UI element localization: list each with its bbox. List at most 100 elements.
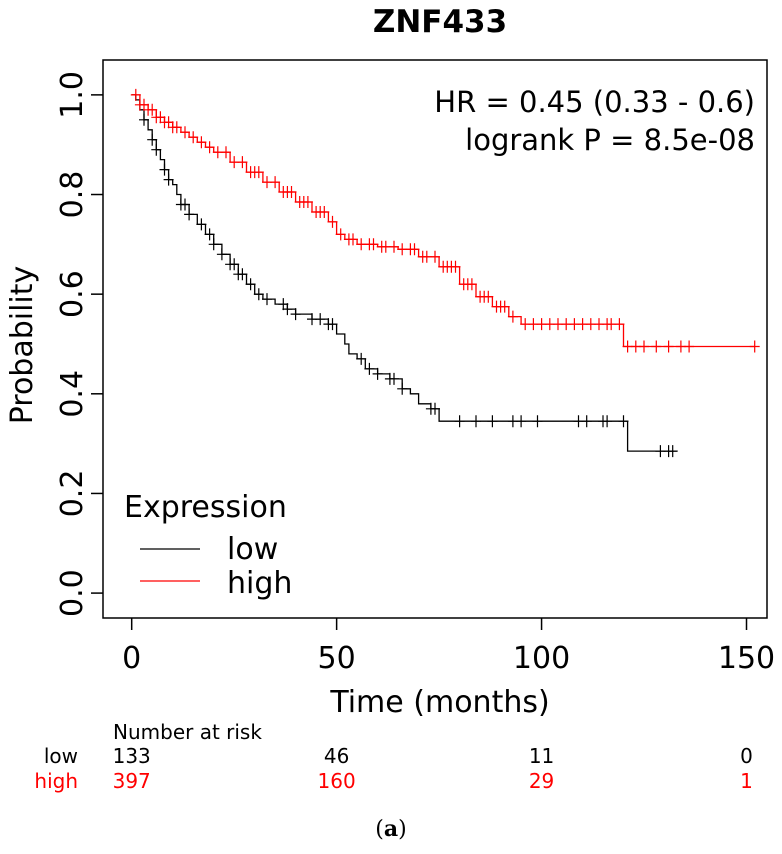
caption-letter: a (384, 816, 398, 842)
y-axis: 0.0 0.2 0.4 0.6 0.8 1.0 (55, 71, 103, 617)
figure-caption: (a) (375, 816, 406, 842)
censor-mark-low (372, 367, 383, 380)
censor-mark-low (184, 208, 195, 221)
censor-mark-low (389, 372, 399, 385)
risk-value-low: 133 (113, 744, 151, 768)
censor-mark-high (684, 340, 695, 353)
legend-entry-high: high (227, 566, 292, 601)
censor-mark-low (397, 382, 408, 395)
censor-mark-high (651, 340, 662, 353)
censor-mark-low (204, 228, 215, 241)
censor-mark-low (229, 258, 240, 271)
censor-mark-high (204, 141, 215, 154)
censor-mark-high (155, 111, 166, 124)
censor-mark-low (618, 415, 629, 428)
censor-mark-low (253, 288, 264, 301)
x-tick-label: 150 (718, 641, 775, 676)
censor-mark-high (147, 103, 158, 116)
risk-row-label-low: low (44, 744, 78, 768)
censor-mark-high (639, 340, 649, 353)
censor-mark-low (216, 248, 227, 261)
x-tick-label: 100 (513, 641, 570, 676)
y-tick-label: 0.8 (55, 171, 90, 219)
censor-mark-low (454, 415, 465, 428)
censor-mark-low (581, 415, 592, 428)
censor-mark-low (430, 402, 440, 415)
y-axis-label: Probability (5, 266, 40, 425)
censor-mark-high (614, 318, 625, 331)
svg-text:(a): (a) (375, 816, 406, 842)
censor-mark-low (602, 415, 613, 428)
censor-mark-high (270, 176, 281, 189)
censor-mark-low (290, 308, 301, 321)
legend-title: Expression (124, 490, 287, 525)
risk-value-low: 0 (740, 744, 753, 768)
censor-mark-low (356, 352, 367, 365)
y-tick-label: 0.2 (55, 470, 90, 518)
censor-mark-low (315, 313, 326, 326)
censor-mark-low (237, 268, 248, 281)
censor-mark-low (139, 113, 149, 126)
censor-mark-high (180, 126, 190, 139)
censor-mark-high (196, 136, 207, 149)
hazard-ratio-annotation: HR = 0.45 (0.33 - 0.6) (434, 85, 755, 119)
censor-mark-high (171, 121, 182, 134)
risk-value-low: 46 (324, 744, 349, 768)
censor-mark-high (749, 340, 760, 353)
censor-mark-low (282, 303, 293, 316)
plot-frame (102, 59, 768, 619)
censor-mark-high (327, 215, 338, 228)
y-tick-label: 0.0 (55, 569, 90, 617)
risk-value-high: 397 (113, 769, 151, 793)
censor-mark-high (663, 340, 674, 353)
chart-title: ZNF433 (373, 4, 507, 40)
censor-mark-low (151, 143, 162, 156)
censor-mark-high (499, 300, 510, 313)
censor-mark-high (483, 290, 494, 303)
censor-mark-low (532, 415, 543, 428)
survival-curves (130, 88, 760, 458)
censor-mark-low (471, 415, 481, 428)
y-tick-label: 1.0 (55, 71, 90, 119)
censor-mark-high (430, 250, 440, 263)
censor-mark-low (667, 445, 678, 458)
y-tick-label: 0.4 (55, 370, 90, 418)
logrank-annotation: logrank P = 8.5e-08 (465, 123, 755, 157)
censor-mark-low (278, 298, 289, 311)
censor-mark-high (348, 233, 358, 246)
censor-mark-low (159, 163, 170, 176)
caption-close: ) (398, 817, 407, 842)
series-high (130, 88, 760, 353)
censor-mark-high (389, 240, 399, 253)
censor-mark-high (368, 238, 379, 251)
censor-mark-high (286, 186, 297, 198)
risk-value-high: 1 (740, 769, 753, 793)
censor-mark-low (196, 218, 207, 231)
censor-mark-low (147, 133, 158, 146)
legend: Expression low high (124, 490, 292, 601)
x-axis-label: Time (months) (329, 685, 549, 720)
censor-mark-high (302, 196, 313, 208)
x-tick-label: 50 (318, 641, 356, 676)
censor-mark-low (262, 293, 272, 306)
censor-mark-high (163, 116, 174, 129)
y-tick-label: 0.6 (55, 270, 90, 318)
censor-mark-high (507, 310, 518, 323)
censor-mark-low (327, 318, 338, 331)
censor-mark-high (409, 243, 420, 256)
censor-mark-high (188, 131, 199, 144)
risk-table-header: Number at risk (113, 720, 262, 744)
x-tick-label: 0 (122, 641, 141, 676)
censor-mark-high (253, 166, 264, 179)
censor-mark-low (208, 238, 219, 251)
censor-mark-low (180, 198, 190, 211)
risk-value-high: 29 (529, 769, 554, 793)
risk-value-high: 160 (318, 769, 356, 793)
censor-mark-high (237, 156, 248, 169)
x-axis: 0 50 100 150 (122, 618, 775, 676)
censor-mark-low (516, 415, 527, 428)
risk-value-low: 11 (529, 744, 554, 768)
risk-table: Number at risk low 133 46 11 0 high 397 160 29 1 (34, 720, 752, 793)
censor-mark-low (487, 415, 498, 428)
